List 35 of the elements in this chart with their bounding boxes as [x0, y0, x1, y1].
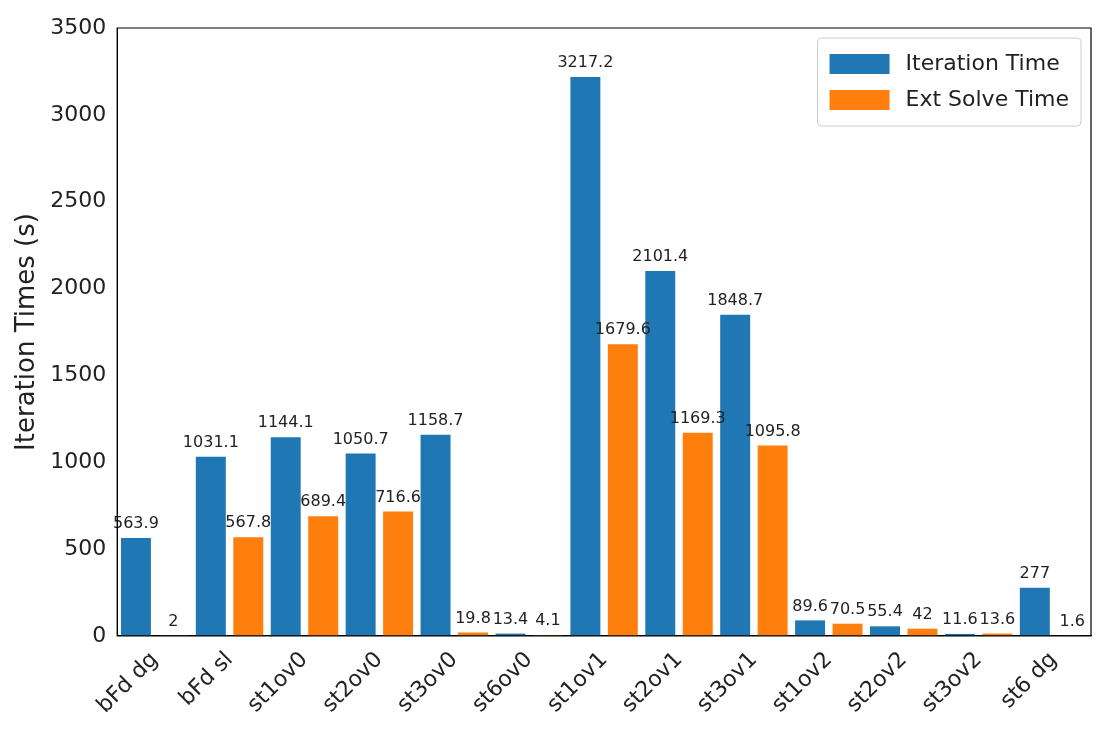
data-label: 689.4	[300, 491, 347, 511]
data-label: 89.6	[792, 595, 828, 615]
data-label: 716.6	[375, 486, 421, 506]
y-tick-label: 500	[64, 534, 107, 560]
data-label: 19.8	[455, 607, 491, 627]
data-label: 277	[1019, 562, 1051, 582]
data-label: 1.6	[1059, 610, 1085, 630]
y-tick-label: 3500	[50, 13, 107, 39]
y-tick-label: 0	[92, 621, 107, 647]
y-tick-label: 1000	[50, 447, 107, 473]
x-tick-label: st6 dg	[994, 646, 1062, 713]
y-tick-label: 2000	[50, 274, 107, 300]
data-label: 1144.1	[257, 412, 314, 432]
data-label: 70.5	[829, 598, 866, 618]
data-label: 3217.2	[557, 52, 614, 72]
data-label: 55.4	[867, 601, 903, 621]
y-tick-label: 3000	[50, 100, 107, 126]
data-label: 13.4	[492, 608, 529, 628]
data-label: 1158.7	[407, 409, 464, 429]
data-label: 567.8	[225, 512, 272, 532]
data-label: 1031.1	[182, 432, 239, 451]
data-label: 13.6	[979, 608, 1016, 628]
y-axis-title: Iteration Times (s)	[10, 213, 41, 451]
legend-label: Ext Solve Time	[905, 85, 1069, 111]
data-label: 2101.4	[632, 246, 689, 266]
legend-label: Iteration Time	[905, 49, 1060, 75]
data-label: 4.1	[535, 610, 561, 630]
data-label: 42	[912, 603, 933, 623]
data-label: 11.6	[942, 609, 978, 629]
y-tick-label: 1500	[50, 361, 107, 387]
data-label: 1050.7	[332, 428, 389, 448]
data-label: 2	[168, 610, 179, 630]
y-tick-label: 2500	[50, 187, 107, 213]
data-label: 1848.7	[707, 289, 764, 309]
x-tick-label: bFd dg	[91, 646, 163, 718]
